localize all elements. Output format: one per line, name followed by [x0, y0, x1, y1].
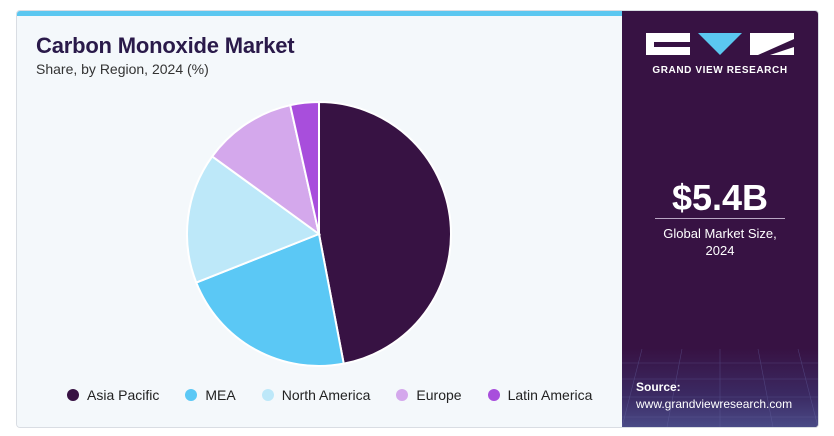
legend-item-latin-america: Latin America	[487, 387, 593, 403]
chart-legend: Asia Pacific MEA North America Europe Latin …	[67, 387, 618, 403]
accent-bar	[17, 11, 622, 16]
chart-panel: Carbon Monoxide Market Share, by Region,…	[17, 11, 622, 427]
pie-slice-asia-pacific	[318, 100, 452, 365]
source-label: Source:	[636, 380, 681, 394]
legend-label: Europe	[416, 387, 462, 403]
source-background	[622, 349, 818, 427]
market-size-label: Global Market Size, 2024	[622, 225, 818, 259]
legend-item-europe: Europe	[396, 387, 462, 403]
legend-label: North America	[281, 387, 371, 403]
brand-name: GRAND VIEW RESEARCH	[652, 65, 788, 76]
pie-chart	[186, 100, 452, 367]
legend-swatch	[487, 389, 500, 401]
source-url[interactable]: www.grandviewresearch.com	[636, 397, 793, 411]
legend-item-north-america: North America	[261, 387, 371, 403]
pie-slice-europe	[210, 103, 321, 237]
decorative-grid	[622, 349, 818, 427]
pie-slice-north-america	[186, 155, 322, 284]
report-card: Carbon Monoxide Market Share, by Region,…	[16, 10, 819, 428]
pie-slice-latin-america	[289, 100, 320, 235]
legend-swatch	[396, 389, 409, 401]
legend-swatch	[261, 389, 274, 401]
market-size-label-line1: Global Market Size,	[663, 226, 777, 241]
legend-label: Latin America	[507, 387, 593, 403]
legend-item-asia-pacific: Asia Pacific	[67, 387, 159, 403]
legend-item-mea: MEA	[185, 387, 236, 403]
chart-subtitle: Share, by Region, 2024 (%)	[36, 61, 209, 77]
market-size-value: $5.4B	[671, 177, 769, 218]
legend-label: Asia Pacific	[87, 387, 160, 403]
gvr-logo-icon	[646, 33, 794, 55]
legend-label: MEA	[205, 387, 236, 403]
legend-swatch	[67, 389, 79, 401]
market-size-label-line2: 2024	[705, 243, 735, 258]
chart-title: Carbon Monoxide Market	[36, 33, 295, 58]
divider	[655, 218, 785, 219]
pie-slice-mea	[194, 232, 345, 367]
info-sidebar: GRAND VIEW RESEARCH $5.4B Global Market …	[622, 11, 818, 427]
legend-swatch	[185, 389, 198, 401]
